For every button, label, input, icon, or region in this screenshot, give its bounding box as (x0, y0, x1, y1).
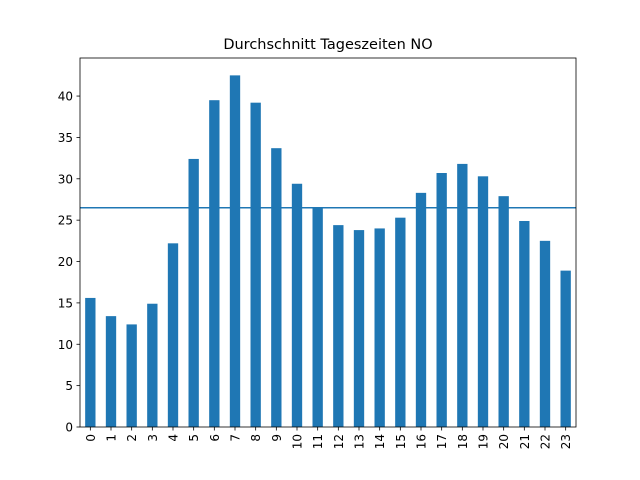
x-tick-label: 21 (518, 434, 532, 449)
x-tick-label: 11 (311, 434, 325, 449)
x-tick-label: 3 (146, 434, 160, 442)
x-tick-label: 4 (167, 434, 181, 442)
bar-23 (560, 270, 571, 427)
y-tick-label: 35 (58, 131, 73, 145)
bar-17 (436, 173, 447, 427)
bar-5 (188, 158, 199, 427)
x-tick-label: 5 (187, 434, 201, 442)
bar-15 (395, 217, 406, 427)
bar-0 (85, 297, 96, 427)
x-tick-label: 6 (208, 434, 222, 442)
bar-3 (147, 303, 158, 427)
bar-21 (519, 220, 530, 427)
bar-7 (229, 75, 241, 427)
x-tick-label: 14 (373, 434, 387, 449)
x-tick-label: 23 (559, 434, 573, 449)
y-tick-label: 20 (58, 255, 73, 269)
bar-2 (126, 324, 137, 427)
x-tick-label: 9 (270, 434, 284, 442)
x-tick-label: 18 (456, 434, 470, 449)
x-tick-label: 17 (435, 434, 449, 449)
bar-13 (353, 230, 365, 427)
y-tick-label: 25 (58, 214, 73, 228)
x-tick-label: 8 (249, 434, 263, 442)
x-tick-label: 7 (229, 434, 243, 442)
x-tick-label: 16 (415, 434, 429, 449)
bar-10 (291, 183, 303, 427)
x-tick-label: 20 (497, 434, 511, 449)
bar-18 (457, 163, 468, 427)
bar-9 (271, 148, 282, 427)
y-tick-label: 15 (58, 296, 73, 310)
y-tick-label: 40 (58, 90, 73, 104)
bar-20 (498, 196, 509, 427)
x-tick-label: 1 (105, 434, 119, 442)
y-tick-label: 5 (65, 379, 73, 393)
bar-16 (415, 192, 427, 427)
x-tick-label: 12 (332, 434, 346, 449)
bar-6 (209, 100, 220, 427)
x-tick-label: 22 (539, 434, 553, 449)
x-tick-label: 19 (477, 434, 491, 449)
bar-19 (477, 176, 489, 427)
axes-frame (79, 57, 577, 428)
bar-11 (312, 207, 323, 427)
x-tick-label: 15 (394, 434, 408, 449)
x-tick-label: 2 (125, 434, 139, 442)
y-tick-label: 10 (58, 338, 73, 352)
y-tick-label: 30 (58, 172, 73, 186)
x-tick-label: 10 (291, 434, 305, 449)
x-tick-label: 13 (353, 434, 367, 449)
y-tick-label: 0 (65, 421, 73, 435)
bar-14 (374, 228, 385, 427)
bar-4 (167, 243, 179, 427)
bar-8 (250, 102, 261, 428)
bar-22 (539, 240, 551, 427)
chart-title: Durchschnitt Tageszeiten NO (223, 37, 432, 53)
bar-1 (105, 316, 117, 427)
x-tick-label: 0 (84, 434, 98, 442)
bar-12 (333, 225, 344, 427)
